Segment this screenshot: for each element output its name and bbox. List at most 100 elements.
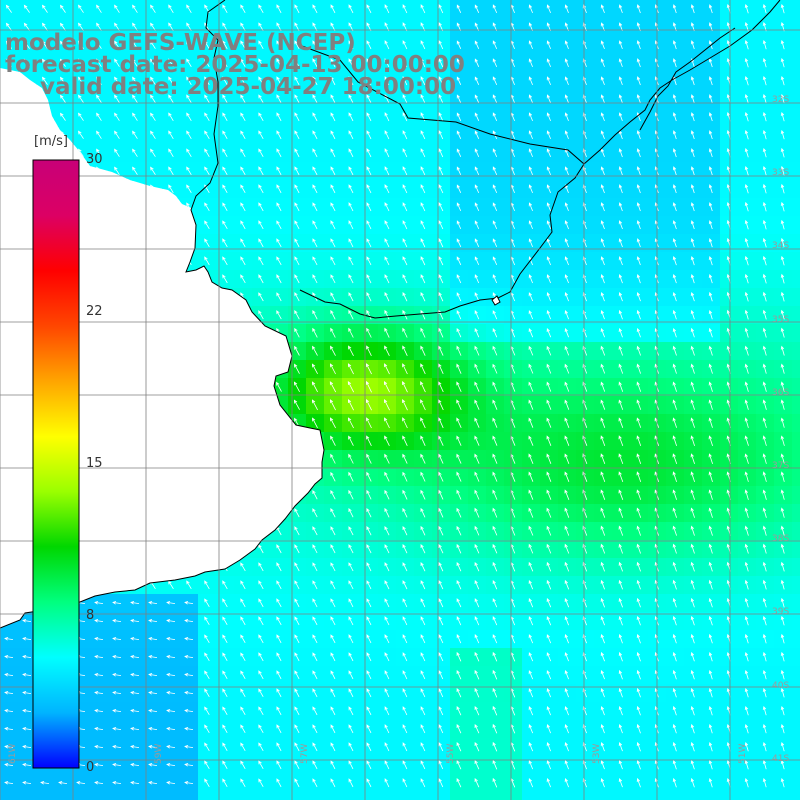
field-cell [306,792,325,800]
wind-arrow-icon [23,238,30,247]
colorbar-tick-label: 22 [86,304,103,319]
wind-arrow-icon [240,399,246,410]
field-cell [162,522,181,541]
wind-arrow-icon [222,292,228,302]
field-cell [108,324,127,343]
field-cell [108,234,127,253]
field-cell [198,396,217,415]
wind-arrow-icon [222,364,228,374]
wind-arrow-icon [240,490,246,500]
field-cell [270,432,289,451]
field-cell [90,486,109,505]
field-cell [198,468,217,487]
field-cell [792,396,800,415]
wind-arrow-icon [95,508,102,518]
wind-arrow-icon [222,4,228,14]
wind-arrow-icon [330,4,336,14]
field-cell [90,504,109,523]
field-cell [180,414,199,433]
wind-arrow-icon [5,112,12,121]
field-cell [234,486,253,505]
wind-arrow-icon [204,346,210,356]
wind-arrow-icon [204,400,210,410]
field-cell [144,432,163,451]
wind-arrow-icon [5,436,13,446]
wind-arrow-icon [276,345,282,356]
field-cell [144,414,163,433]
wind-arrow-icon [23,148,30,157]
wind-arrow-icon [132,274,138,284]
field-cell [126,720,145,739]
field-cell [486,792,505,800]
wind-arrow-icon [167,472,174,482]
field-cell [72,792,91,800]
wind-arrow-icon [113,256,120,266]
field-cell [144,324,163,343]
field-cell [126,702,145,721]
wind-arrow-icon [222,310,228,320]
field-cell [792,612,800,631]
field-cell [108,648,127,667]
field-cell [414,792,433,800]
field-cell [144,378,163,397]
field-cell [0,738,19,757]
wind-arrow-icon [168,490,174,500]
field-cell [252,432,271,451]
wind-arrow-icon [186,508,192,518]
field-cell [126,198,145,217]
wind-arrow-icon [131,472,138,482]
wind-arrow-icon [95,418,102,428]
field-cell [0,558,19,577]
field-cell [162,792,181,800]
field-cell [702,792,721,800]
field-cell [234,540,253,559]
field-cell [126,270,145,289]
latitude-label: 34S [772,241,790,252]
field-cell [0,360,19,379]
field-cell [90,630,109,649]
field-cell [144,756,163,775]
field-cell [162,216,181,235]
field-cell [792,72,800,91]
field-cell [288,450,307,469]
wind-arrow-icon [456,4,462,13]
field-cell [792,0,800,19]
wind-arrow-icon [150,202,156,212]
field-cell [108,252,127,271]
wind-arrow-icon [222,508,228,518]
field-cell [234,396,253,415]
wind-arrow-icon [240,454,246,464]
wind-arrow-icon [149,328,156,338]
field-cell [180,738,199,757]
field-cell [0,432,19,451]
wind-arrow-icon [95,436,102,446]
colorbar-tick-label: 0 [86,760,95,775]
field-cell [144,774,163,793]
wind-arrow-icon [204,418,210,428]
wind-arrow-icon [420,4,426,14]
field-cell [144,288,163,307]
field-cell [18,630,37,649]
wind-arrow-icon [113,328,120,338]
wind-arrow-icon [186,4,192,14]
field-cell [558,792,577,800]
field-cell [792,324,800,343]
field-cell [0,396,19,415]
field-cell [144,270,163,289]
field-cell [666,792,685,800]
wind-arrow-icon [5,400,13,410]
field-cell [108,450,127,469]
field-cell [108,414,127,433]
field-cell [0,162,19,181]
wind-arrow-icon [312,4,318,14]
field-cell [198,792,217,800]
field-cell [144,486,163,505]
wind-arrow-icon [113,472,120,482]
field-cell [0,684,19,703]
wind-arrow-icon [186,328,192,338]
field-cell [126,540,145,559]
field-cell [234,432,253,451]
field-cell [252,486,271,505]
field-cell [468,792,487,800]
wind-arrow-icon [186,490,192,500]
